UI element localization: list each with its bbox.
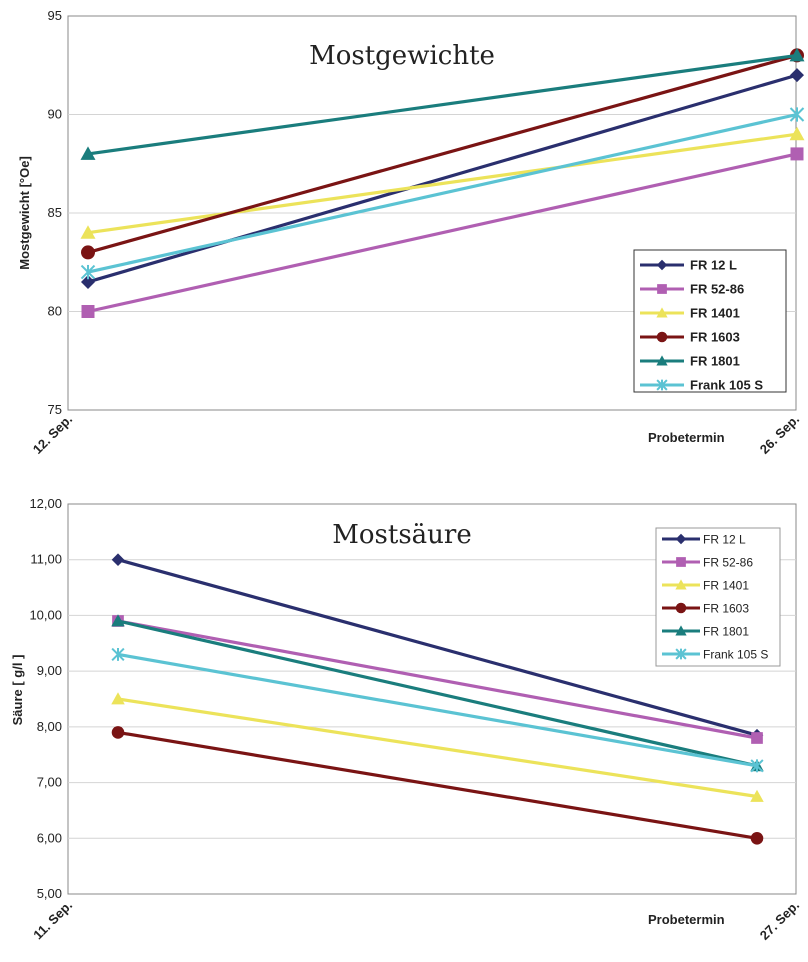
legend-label: FR 1801 (703, 625, 749, 639)
series-line (117, 730, 758, 840)
data-point (111, 614, 125, 627)
legend-marker (675, 533, 687, 545)
data-point (111, 692, 125, 705)
data-point (111, 726, 125, 739)
legend-label: FR 1401 (703, 579, 749, 593)
x-tick-label-0: 11. Sep. (30, 898, 75, 943)
chart-mostsaeure: 5,00 6,00 7,00 8,00 9,00 10,00 11,00 12,00 Most… (10, 496, 802, 943)
y-tick-label: 12,00 (29, 496, 62, 511)
legend-marker (656, 379, 668, 391)
series-line (117, 558, 758, 737)
legend-label: FR 1801 (690, 354, 740, 369)
chart-title: Mostsäure (332, 520, 471, 550)
legend-label: FR 1603 (703, 602, 749, 616)
data-point (81, 245, 95, 260)
series-line (117, 619, 758, 740)
legend-marker (675, 648, 687, 660)
series-line (87, 132, 798, 235)
series-line (117, 697, 758, 799)
legend-marker (675, 579, 687, 590)
series-line (87, 53, 798, 254)
data-point (111, 553, 125, 567)
data-point (789, 107, 805, 122)
y-tick-label: 95 (48, 8, 62, 23)
data-point (750, 789, 764, 802)
data-point (751, 732, 763, 744)
x-axis-label: Probetermin (648, 912, 725, 927)
data-point (80, 264, 96, 280)
y-axis-label: Säure [ g/l ] (10, 655, 25, 726)
series-line (87, 112, 798, 274)
data-point (789, 47, 805, 62)
legend: FR 12 L FR 52-86 FR 1401 FR 1603 FR 1801 Fran… (655, 527, 781, 667)
y-tick-label: 10,00 (29, 607, 62, 622)
data-point (81, 305, 95, 318)
legend-label: FR 52-86 (703, 556, 753, 570)
legend-label: Frank 105 S (703, 648, 768, 662)
series-line (87, 73, 798, 284)
legend-marker (656, 307, 668, 318)
legend-marker (656, 331, 668, 343)
legend-marker (676, 557, 686, 567)
legend-label: FR 12 L (703, 533, 746, 547)
data-point (790, 147, 804, 161)
y-tick-label: 75 (48, 402, 62, 417)
legend-marker (657, 284, 667, 294)
y-tick-label: 85 (48, 205, 62, 220)
chart-mostgewichte: 75 80 85 90 95 Mostgewichte Mostgewicht [°Oe… (17, 8, 805, 457)
y-tick-label: 6,00 (37, 830, 62, 845)
data-point (750, 759, 764, 773)
legend-label: FR 1401 (690, 306, 740, 321)
y-axis-label: Mostgewicht [°Oe] (17, 156, 32, 270)
data-point (80, 225, 96, 239)
y-tick-label: 80 (48, 304, 62, 319)
legend-marker (656, 259, 668, 271)
chart-title: Mostgewichte (309, 41, 495, 71)
series-line (117, 652, 758, 768)
legend-box (655, 527, 781, 667)
data-point (790, 68, 804, 83)
data-point (80, 146, 96, 160)
legend-marker (675, 625, 687, 636)
legend-marker (656, 355, 668, 366)
series-line (87, 152, 798, 314)
series-line (117, 619, 758, 768)
y-tick-label: 11,00 (30, 552, 62, 567)
legend-label: FR 1603 (690, 330, 740, 345)
x-tick-label-1: 27. Sep. (757, 898, 802, 943)
legend-label: FR 12 L (690, 258, 737, 273)
data-point (81, 274, 95, 289)
legend-label: FR 52-86 (690, 282, 744, 297)
legend-label: Frank 105 S (690, 378, 763, 393)
x-axis-label: Probetermin (648, 430, 725, 445)
legend-marker (675, 602, 687, 614)
y-tick-label: 5,00 (37, 886, 62, 901)
legend: FR 12 L FR 52-86 FR 1401 FR 1603 FR 1801 Fran… (633, 249, 787, 393)
legend-box (633, 249, 787, 393)
data-point (111, 647, 125, 661)
x-tick-label-1: 26. Sep. (757, 412, 802, 457)
data-point (750, 831, 764, 845)
y-tick-label: 9,00 (37, 663, 62, 678)
y-tick-label: 7,00 (37, 775, 62, 790)
y-tick-label: 90 (48, 107, 62, 122)
series-line (87, 53, 798, 156)
y-tick-label: 8,00 (37, 719, 62, 734)
x-tick-label-0: 12. Sep. (30, 412, 75, 457)
data-point (789, 126, 805, 141)
